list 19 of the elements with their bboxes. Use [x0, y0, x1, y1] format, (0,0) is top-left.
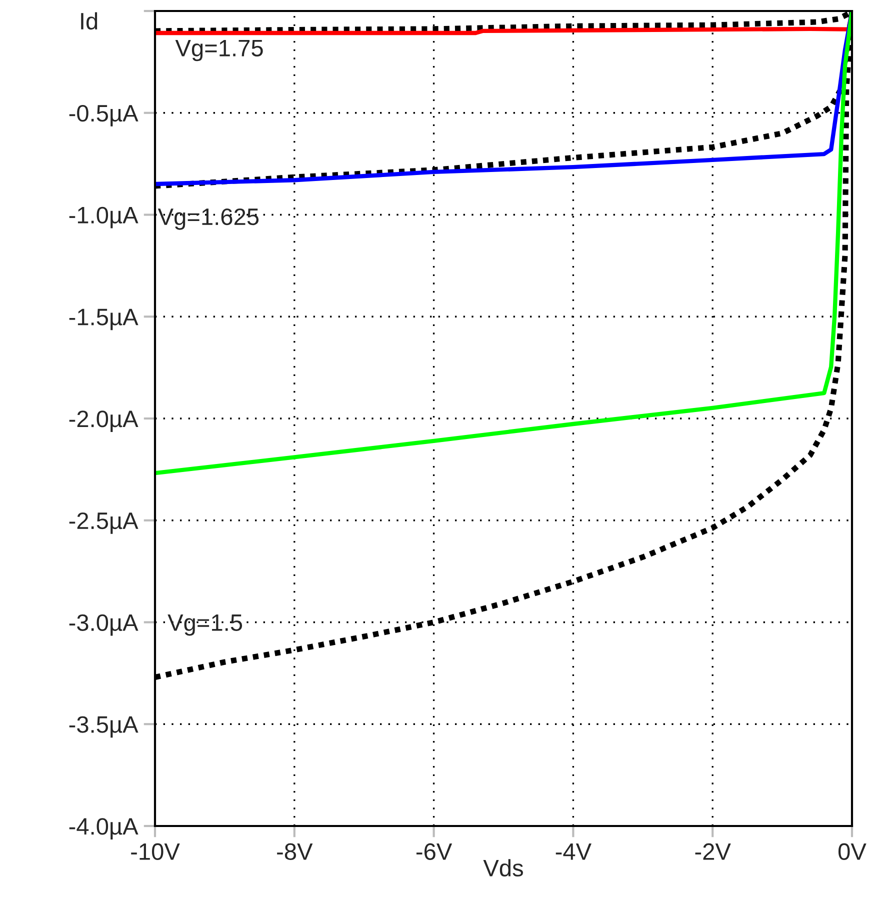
y-tick-label: -0.5µA	[69, 104, 138, 126]
x-axis-title: Vds	[483, 859, 523, 876]
x-tick-label: -6V	[416, 843, 452, 860]
x-tick-label: 0V	[838, 843, 866, 860]
annotation: Vg=1.5	[168, 614, 242, 636]
y-tick-label: -1.0µA	[69, 206, 138, 228]
y-tick-label: -3.5µA	[69, 716, 138, 738]
x-tick-label: -2V	[695, 843, 731, 860]
annotation: Vg=1.625	[158, 208, 259, 230]
x-tick-label: -4V	[556, 844, 592, 860]
y-tick-label: -3.0µA	[69, 614, 138, 636]
x-tick-label: -8V	[277, 843, 313, 860]
y-axis-title: Id	[81, 12, 98, 30]
y-tick-label: -2.5µA	[69, 512, 138, 534]
y-tick-label: -2.0µA	[69, 410, 138, 432]
annotation: Vg=1.75	[175, 40, 263, 62]
y-tick-label: -4.0µA	[69, 818, 138, 840]
x-tick-label: -10V	[131, 843, 180, 860]
y-tick-label: -1.5µA	[69, 308, 138, 330]
